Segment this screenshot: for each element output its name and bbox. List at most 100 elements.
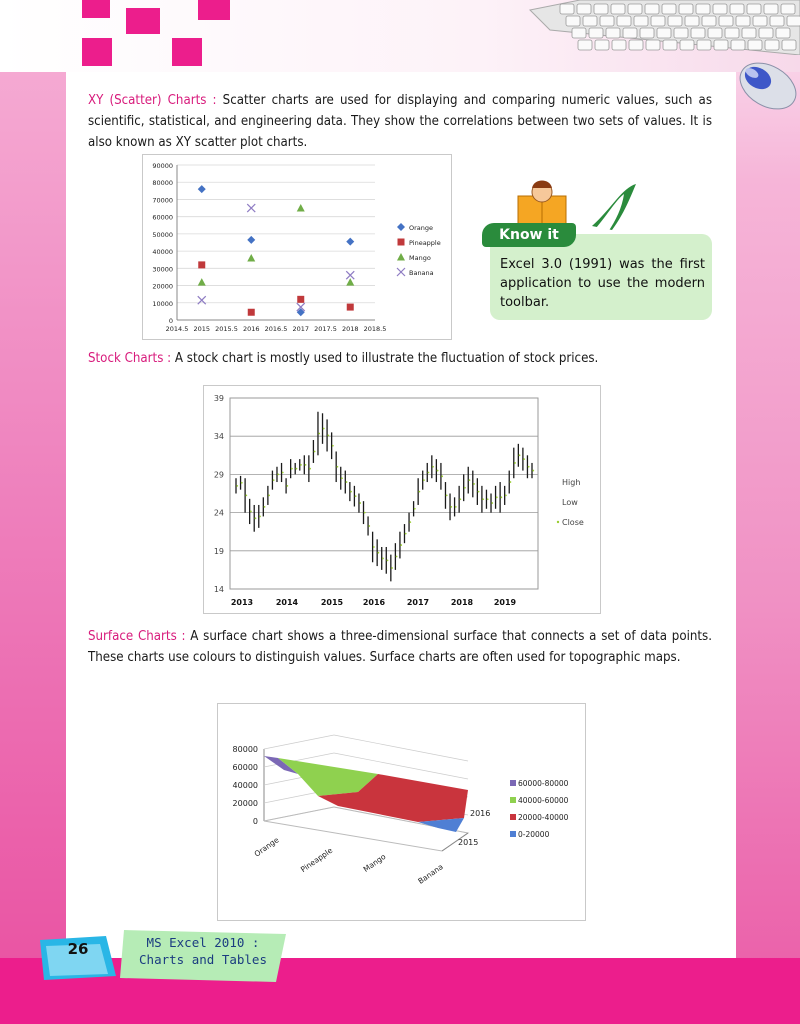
keyboard-key bbox=[735, 15, 751, 27]
close-marker bbox=[527, 465, 530, 468]
y-tick-label: 10000 bbox=[152, 300, 173, 308]
close-marker bbox=[245, 494, 248, 497]
data-point bbox=[197, 185, 206, 194]
stock-chart-frame: 14 19 24 29 34 39 2013 2014 2015 2016 2017 2018 2019… bbox=[203, 385, 601, 614]
legend-entry: 40000-60000 bbox=[518, 796, 569, 805]
close-marker bbox=[281, 471, 284, 474]
stock-body: A stock chart is mostly used to illustra… bbox=[171, 351, 599, 366]
close-marker bbox=[504, 494, 507, 497]
data-point bbox=[346, 237, 355, 246]
y-tick-label: 40000 bbox=[233, 781, 258, 790]
y-tick-label: 20000 bbox=[152, 283, 173, 291]
xy-paragraph: XY (Scatter) Charts : Scatter charts are… bbox=[88, 90, 712, 153]
close-marker bbox=[423, 479, 425, 482]
keyboard-key bbox=[593, 3, 609, 15]
close-marker bbox=[359, 502, 362, 504]
data-point bbox=[396, 267, 406, 277]
keyboard-key bbox=[644, 3, 660, 15]
legend-entry: 60000-80000 bbox=[518, 779, 569, 788]
reading-girl-illustration bbox=[517, 180, 636, 232]
keyboard-key bbox=[656, 27, 672, 39]
close-marker bbox=[463, 486, 466, 489]
keyboard-key bbox=[769, 15, 785, 27]
x-tick-label: 2015 bbox=[321, 598, 344, 607]
close-marker bbox=[354, 495, 357, 498]
data-point bbox=[247, 235, 256, 244]
close-marker bbox=[240, 481, 243, 484]
depth-label: 2015 bbox=[458, 838, 478, 847]
close-marker bbox=[468, 479, 471, 482]
data-point bbox=[296, 204, 305, 212]
keyboard-key bbox=[605, 27, 621, 39]
keyboard-key bbox=[576, 3, 592, 15]
close-marker bbox=[341, 477, 343, 480]
surface-band bbox=[278, 758, 378, 796]
close-marker bbox=[395, 555, 398, 558]
close-marker bbox=[336, 465, 339, 468]
close-marker bbox=[295, 467, 298, 470]
surface-band bbox=[318, 774, 468, 822]
close-marker bbox=[514, 462, 516, 464]
legend-swatch bbox=[510, 814, 516, 820]
close-marker bbox=[459, 498, 462, 501]
data-point bbox=[345, 270, 355, 280]
keyboard-key bbox=[763, 3, 779, 15]
close-marker bbox=[286, 484, 289, 487]
keyboard-key bbox=[724, 27, 740, 39]
x-tick-label: 2015 bbox=[193, 325, 210, 333]
keyboard-key bbox=[786, 15, 800, 27]
keyboard-key bbox=[565, 15, 581, 27]
close-marker bbox=[300, 463, 302, 466]
page-number-badge bbox=[40, 936, 116, 980]
close-marker bbox=[500, 496, 503, 499]
keyboard-key bbox=[729, 3, 745, 15]
keyboard-key bbox=[695, 3, 711, 15]
legend-entry: Orange bbox=[409, 224, 433, 232]
footer-title-line1: MS Excel 2010 : bbox=[146, 935, 260, 950]
y-tick-label: 39 bbox=[214, 394, 224, 403]
category-label: Banana bbox=[416, 862, 444, 886]
legend-entry: 20000-40000 bbox=[518, 813, 569, 822]
keyboard-key bbox=[662, 39, 678, 51]
close-marker bbox=[491, 502, 494, 504]
keyboard-key bbox=[633, 15, 649, 27]
keyboard-key bbox=[594, 39, 610, 51]
y-tick-label: 29 bbox=[214, 470, 224, 479]
keyboard-key bbox=[571, 27, 587, 39]
keyboard-key bbox=[690, 27, 706, 39]
keyboard-key bbox=[746, 3, 762, 15]
close-marker bbox=[400, 544, 403, 546]
close-marker bbox=[477, 490, 480, 493]
keyboard-key bbox=[610, 3, 626, 15]
close-marker bbox=[486, 498, 489, 501]
close-marker bbox=[523, 458, 525, 461]
close-marker bbox=[345, 481, 348, 483]
footer-title: MS Excel 2010 : Charts and Tables bbox=[128, 934, 278, 968]
y-tick-label: 30000 bbox=[152, 265, 173, 273]
close-marker bbox=[350, 490, 352, 493]
know-it-box bbox=[490, 234, 712, 320]
x-tick-label: 2016 bbox=[243, 325, 260, 333]
keyboard-key bbox=[752, 15, 768, 27]
keyboard-key bbox=[747, 39, 763, 51]
scatter-chart-frame: 0 10000 20000 30000 40000 50000 60000 70000 8000… bbox=[142, 154, 452, 340]
y-tick-label: 40000 bbox=[152, 248, 173, 256]
keyboard-key bbox=[701, 15, 717, 27]
page-number: 26 bbox=[67, 940, 89, 958]
depth-label: 2016 bbox=[470, 809, 490, 818]
keyboard-key bbox=[707, 27, 723, 39]
keyboard-key bbox=[713, 39, 729, 51]
category-label: Pineapple bbox=[299, 846, 334, 875]
keyboard-key bbox=[780, 3, 796, 15]
stock-heading: Stock Charts : bbox=[88, 351, 172, 366]
x-tick-label: 2019 bbox=[494, 598, 517, 607]
x-tick-label: 2016.5 bbox=[265, 325, 288, 333]
y-tick-label: 50000 bbox=[152, 231, 173, 239]
legend-swatch bbox=[510, 831, 516, 837]
y-tick-label: 19 bbox=[214, 547, 224, 556]
y-tick-label: 34 bbox=[214, 432, 224, 441]
keyboard-key bbox=[775, 27, 791, 39]
close-marker bbox=[436, 469, 439, 472]
surface-paragraph: Surface Charts : A surface chart shows a… bbox=[88, 626, 712, 668]
close-marker bbox=[386, 559, 389, 562]
